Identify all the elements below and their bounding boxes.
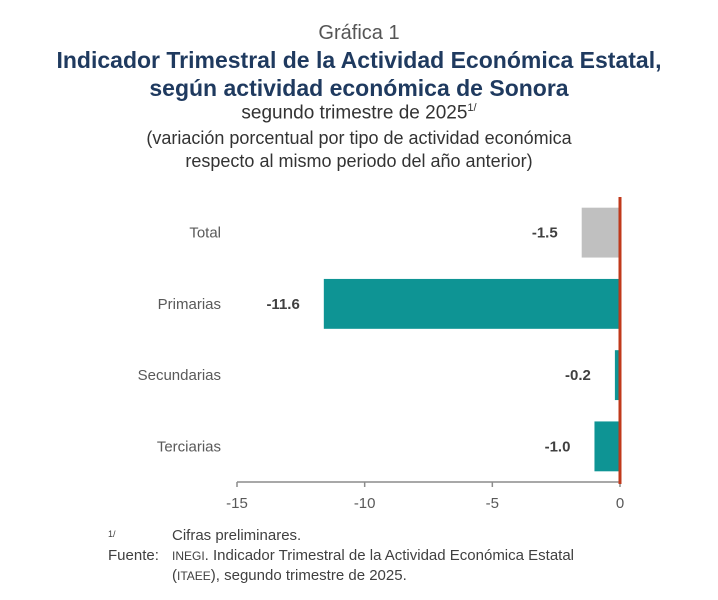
chart-title-line2: según actividad económica de Sonora: [149, 75, 569, 101]
chart-title-line1: Indicador Trimestral de la Actividad Eco…: [56, 47, 662, 73]
footnotes: 1/ Cifras preliminares. Fuente: INEGI. I…: [108, 526, 574, 586]
subtitle-text: segundo trimestre de 2025: [241, 102, 468, 124]
chart-number: Gráfica 1: [318, 22, 400, 44]
bar-terciarias: [594, 421, 620, 472]
x-tick-label: -5: [486, 495, 499, 512]
source-abbr: ITAEE: [177, 569, 211, 583]
category-label-primarias: Primarias: [158, 296, 221, 313]
footnote-key: 1/: [108, 529, 116, 539]
subtitle-footnote-marker: 1/: [467, 102, 477, 114]
bar-total: [581, 207, 620, 258]
source-key: Fuente:: [108, 547, 159, 564]
chart-note-line2: respecto al mismo periodo del año anteri…: [185, 151, 533, 171]
x-tick-label: -10: [354, 495, 376, 512]
value-label-total: -1.5: [532, 225, 558, 242]
source-org: INEGI: [172, 549, 205, 563]
value-label-secundarias: -0.2: [565, 367, 591, 384]
chart-note-line1: (variación porcentual por tipo de activi…: [146, 128, 572, 148]
footnote-preliminary: 1/ Cifras preliminares.: [108, 526, 574, 546]
source-line1: . Indicador Trimestral de la Actividad E…: [204, 547, 575, 564]
x-tick-label: -15: [226, 495, 248, 512]
value-label-primarias: -11.6: [266, 296, 299, 313]
chart-title: Indicador Trimestral de la Actividad Eco…: [0, 46, 718, 102]
footnote-source: Fuente: INEGI. Indicador Trimestral de l…: [108, 547, 575, 584]
category-label-secundarias: Secundarias: [138, 367, 221, 384]
category-label-terciarias: Terciarias: [157, 438, 221, 455]
chart-note: (variación porcentual por tipo de activi…: [0, 127, 718, 173]
bar-primarias: [323, 278, 620, 329]
chart-subtitle: segundo trimestre de 20251/: [0, 102, 718, 124]
footnote-text: Cifras preliminares.: [172, 527, 302, 544]
x-tick-label: 0: [616, 495, 624, 512]
source-line2: ), segundo trimestre de 2025.: [210, 567, 407, 584]
category-label-total: Total: [189, 225, 221, 242]
bar-secundarias: [614, 350, 620, 401]
value-label-terciarias: -1.0: [545, 438, 571, 455]
